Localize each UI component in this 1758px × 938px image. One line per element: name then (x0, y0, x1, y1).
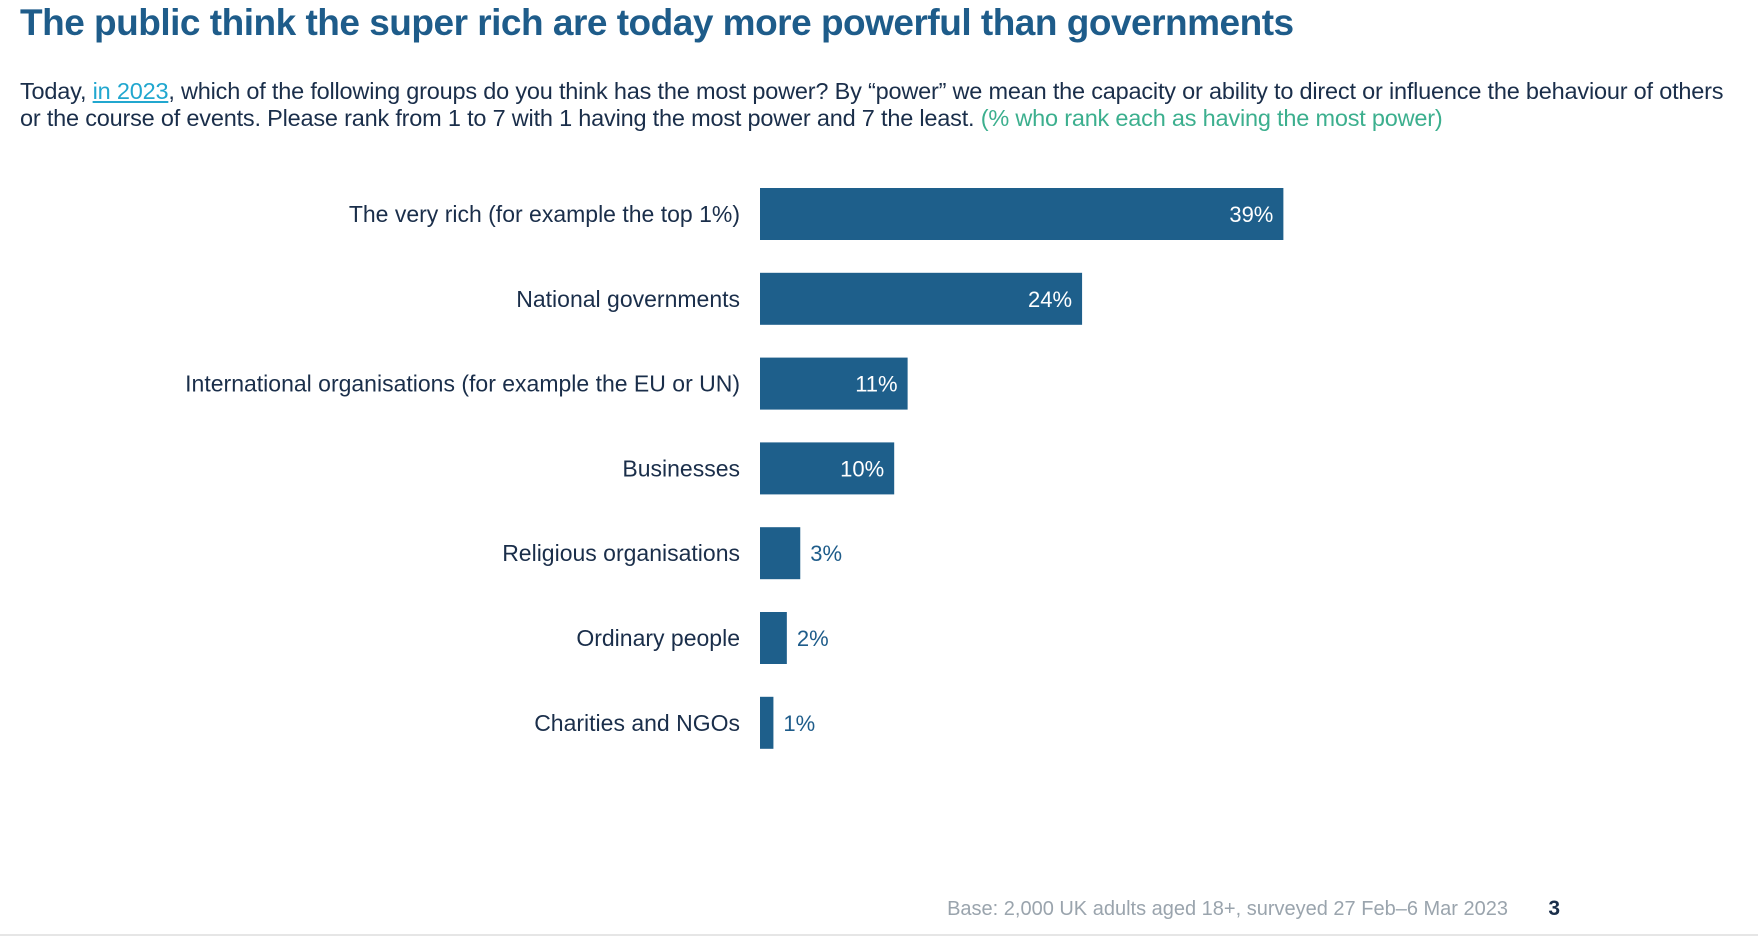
category-label: Businesses (622, 455, 740, 481)
value-label: 2% (797, 626, 829, 651)
category-label: Religious organisations (502, 540, 740, 566)
bar (760, 272, 1083, 325)
question-prefix: Today, (20, 78, 93, 104)
year-link[interactable]: in 2023 (92, 78, 169, 104)
bar (760, 696, 774, 749)
category-label: International organisations (for example… (185, 371, 740, 397)
value-label: 11% (855, 372, 897, 397)
value-label: 3% (810, 541, 842, 566)
bar (760, 612, 787, 664)
bar (760, 357, 908, 410)
value-label: 1% (783, 711, 815, 736)
bar (760, 188, 1284, 240)
question-text: Today, in 2023, which of the following g… (20, 78, 1740, 132)
value-label: 39% (1229, 202, 1273, 227)
category-label: National governments (516, 286, 740, 312)
base-note: Base: 2,000 UK adults aged 18+, surveyed… (947, 898, 1508, 920)
value-label: 10% (840, 456, 884, 481)
question-body: , which of the following groups do you t… (20, 78, 1724, 131)
category-label: Charities and NGOs (534, 710, 740, 736)
bar-chart: The very rich (for example the top 1%) 39… (185, 188, 1284, 749)
bottom-divider (0, 934, 1758, 936)
bar (760, 442, 895, 495)
chart-title: The public think the super rich are toda… (20, 2, 1294, 43)
question-note: (% who rank each as having the most powe… (980, 105, 1443, 131)
page-number: 3 (1548, 897, 1560, 920)
category-label: Ordinary people (576, 625, 740, 651)
value-label: 24% (1028, 287, 1072, 312)
bar (760, 527, 801, 580)
category-label: The very rich (for example the top 1%) (349, 201, 740, 227)
